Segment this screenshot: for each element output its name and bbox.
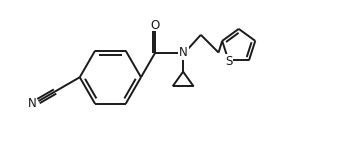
Text: O: O (151, 19, 160, 32)
Text: S: S (225, 55, 232, 68)
Text: N: N (179, 46, 187, 59)
Text: N: N (28, 97, 37, 110)
